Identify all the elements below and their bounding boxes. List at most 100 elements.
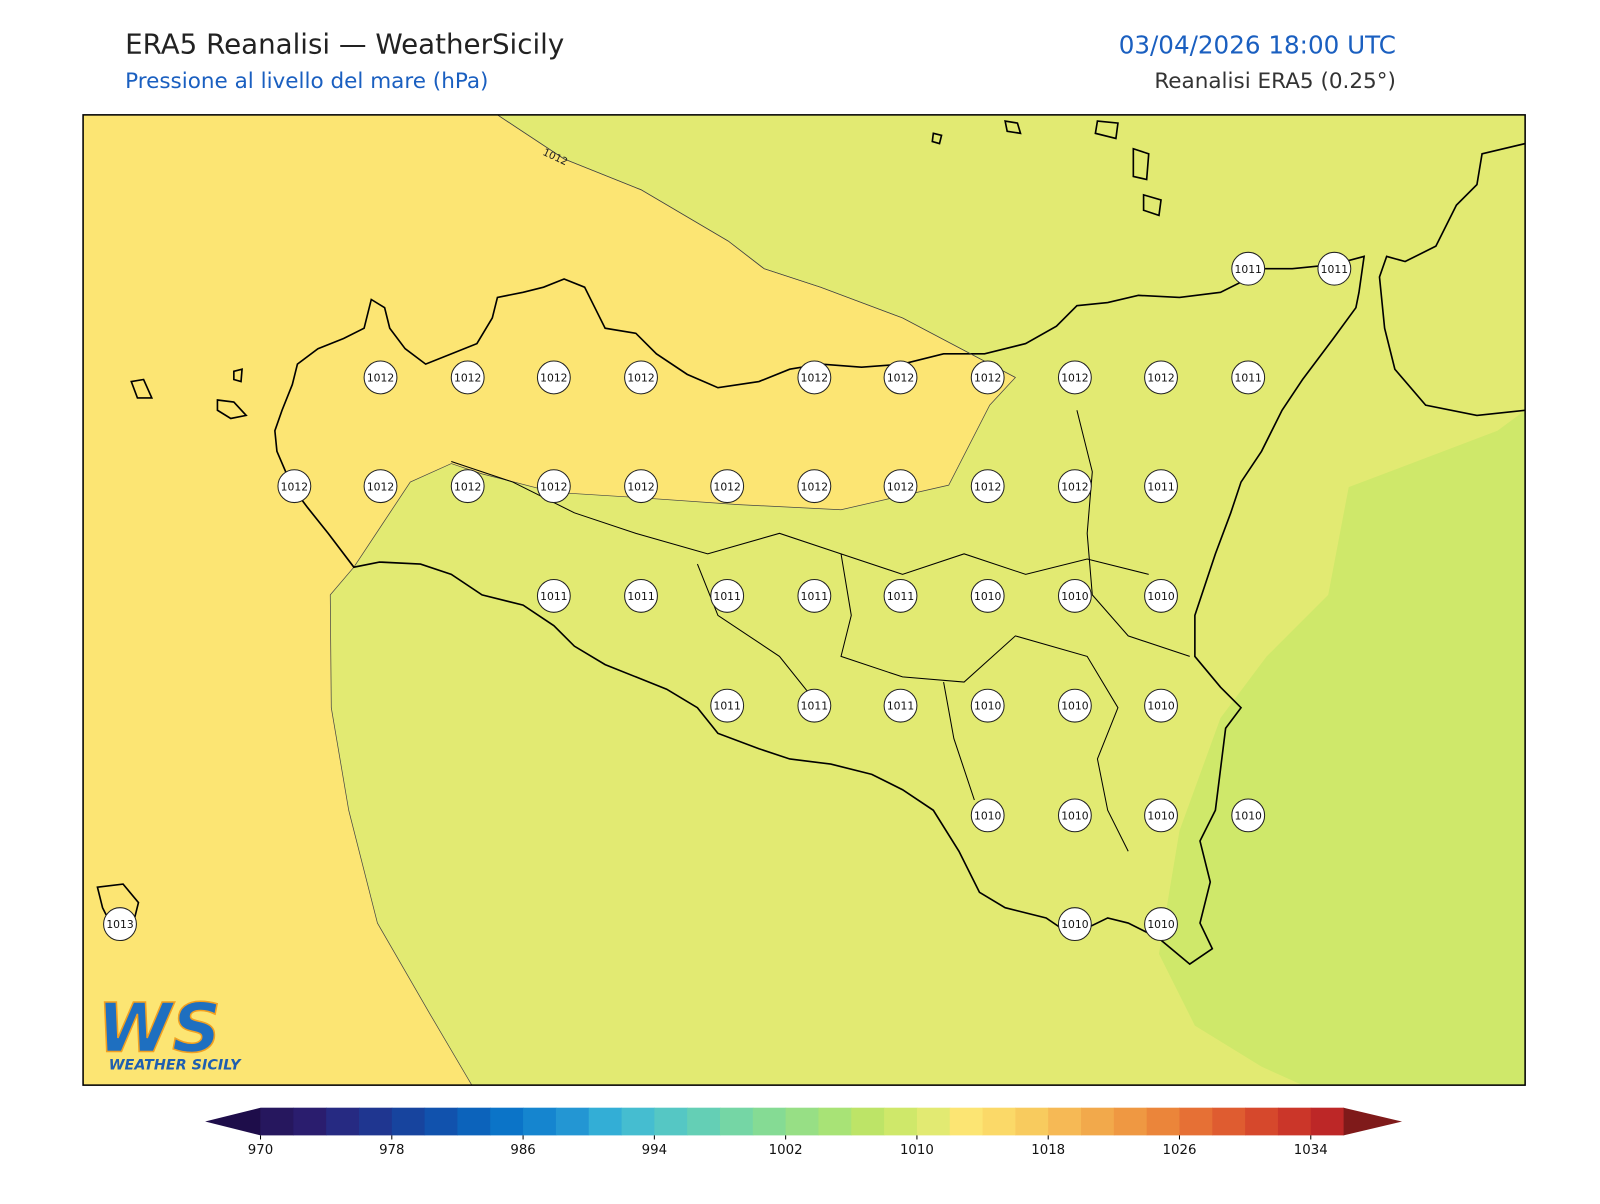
station-value: 1010 [1147, 809, 1175, 822]
station-marker [1057, 360, 1092, 395]
logo-caption: WEATHER SICILY [109, 1058, 242, 1074]
colorbar-band [555, 1107, 590, 1136]
station-marker [1057, 688, 1092, 723]
station-marker [536, 360, 571, 395]
colorbar-tick-label: 970 [248, 1143, 273, 1158]
station-value: 1012 [1061, 372, 1088, 385]
subtitle: Pressione al livello del mare (hPa) [125, 69, 488, 94]
station-value: 1012 [367, 480, 394, 493]
colorbar-band [851, 1107, 885, 1136]
colorbar-band [326, 1107, 360, 1136]
colorbar-band [687, 1107, 721, 1136]
station-value: 1012 [801, 372, 828, 385]
station-marker [1144, 360, 1178, 395]
datetime: 03/04/2026 18:00 UTC [1119, 30, 1396, 59]
colorbar-band [982, 1107, 1016, 1136]
colorbar-band [293, 1107, 327, 1136]
station-marker [970, 688, 1005, 723]
station-value: 1010 [1147, 700, 1175, 713]
station-marker [1144, 578, 1178, 613]
station-value: 1012 [627, 372, 654, 385]
colorbar-band [1015, 1107, 1049, 1136]
station-marker [710, 469, 745, 504]
colorbar-band [916, 1107, 951, 1136]
station-value: 1011 [1235, 263, 1262, 276]
station-marker [797, 469, 832, 504]
logo-mark: WS [97, 988, 220, 1067]
colorbar-band [621, 1107, 655, 1136]
station-marker [536, 469, 571, 504]
station-marker [1057, 798, 1092, 833]
colorbar-tick-label: 978 [379, 1143, 404, 1158]
station-marker [710, 578, 745, 613]
colorbar-tick-label: 1034 [1294, 1143, 1328, 1158]
colorbar-band [260, 1107, 294, 1136]
station-value: 1012 [713, 480, 740, 493]
colorbar-band [654, 1107, 688, 1136]
colorbar-tick-label: 1018 [1031, 1143, 1065, 1158]
station-value: 1012 [367, 372, 394, 385]
colorbar-band [1310, 1107, 1345, 1136]
station-marker [1144, 798, 1178, 833]
station-value: 1010 [974, 700, 1002, 713]
station-value: 1010 [974, 590, 1002, 603]
colorbar-band [752, 1107, 787, 1136]
station-value: 1011 [1321, 263, 1348, 276]
station-value: 1012 [627, 480, 654, 493]
colorbar-band [490, 1107, 524, 1136]
station-value: 1012 [1061, 480, 1088, 493]
colorbar-band [884, 1107, 918, 1136]
station-value: 1010 [1147, 590, 1175, 603]
coastline [96, 120, 1526, 966]
title: ERA5 Reanalisi — WeatherSicily [125, 27, 564, 60]
station-marker [1231, 798, 1266, 833]
station-marker [1231, 251, 1266, 286]
colorbar-tick-label: 986 [510, 1143, 535, 1158]
station-marker [624, 578, 658, 613]
station-marker [277, 469, 312, 504]
colorbar-band [1179, 1107, 1213, 1136]
station-value: 1011 [713, 590, 740, 603]
colorbar-band [949, 1107, 984, 1136]
station-marker [450, 360, 485, 395]
station-value: 1011 [801, 700, 828, 713]
station-marker [536, 578, 571, 613]
station-marker [970, 578, 1005, 613]
map-frame [82, 114, 1526, 1086]
station-value: 1010 [1061, 700, 1089, 713]
station-value: 1010 [1061, 809, 1089, 822]
colorbar-tick-label: 1010 [900, 1143, 934, 1158]
colorbar-band [358, 1107, 393, 1136]
station-marker [883, 578, 918, 613]
station-marker [710, 688, 745, 723]
station-value: 1012 [887, 480, 914, 493]
colorbar-band [1113, 1107, 1148, 1136]
station-value: 1010 [1061, 918, 1089, 931]
colorbar-band [1212, 1107, 1246, 1136]
station-marker [797, 578, 832, 613]
source: Reanalisi ERA5 (0.25°) [1154, 69, 1396, 94]
colorbar-band [1245, 1107, 1279, 1136]
map [83, 114, 1526, 1086]
station-marker [883, 469, 918, 504]
station-value: 1012 [281, 480, 308, 493]
station-value: 1010 [1147, 918, 1175, 931]
colorbar-band [1081, 1107, 1115, 1136]
colorbar-band [424, 1107, 458, 1136]
station-value: 1011 [887, 700, 914, 713]
station-marker [883, 360, 918, 395]
station-value: 1011 [1147, 480, 1174, 493]
station-marker [1231, 360, 1266, 395]
station-value: 1011 [887, 590, 914, 603]
station-marker [970, 360, 1005, 395]
station-value: 1012 [1147, 372, 1174, 385]
colorbar-tick-label: 1002 [769, 1143, 803, 1158]
colorbar-band [720, 1107, 754, 1136]
station-value: 1012 [540, 480, 567, 493]
station-value: 1012 [801, 480, 828, 493]
colorbar-band [818, 1107, 852, 1136]
station-marker [363, 469, 398, 504]
logo: WS WEATHER SICILY [97, 988, 242, 1074]
colorbar-tick-label: 994 [642, 1143, 667, 1158]
station-marker [363, 360, 398, 395]
